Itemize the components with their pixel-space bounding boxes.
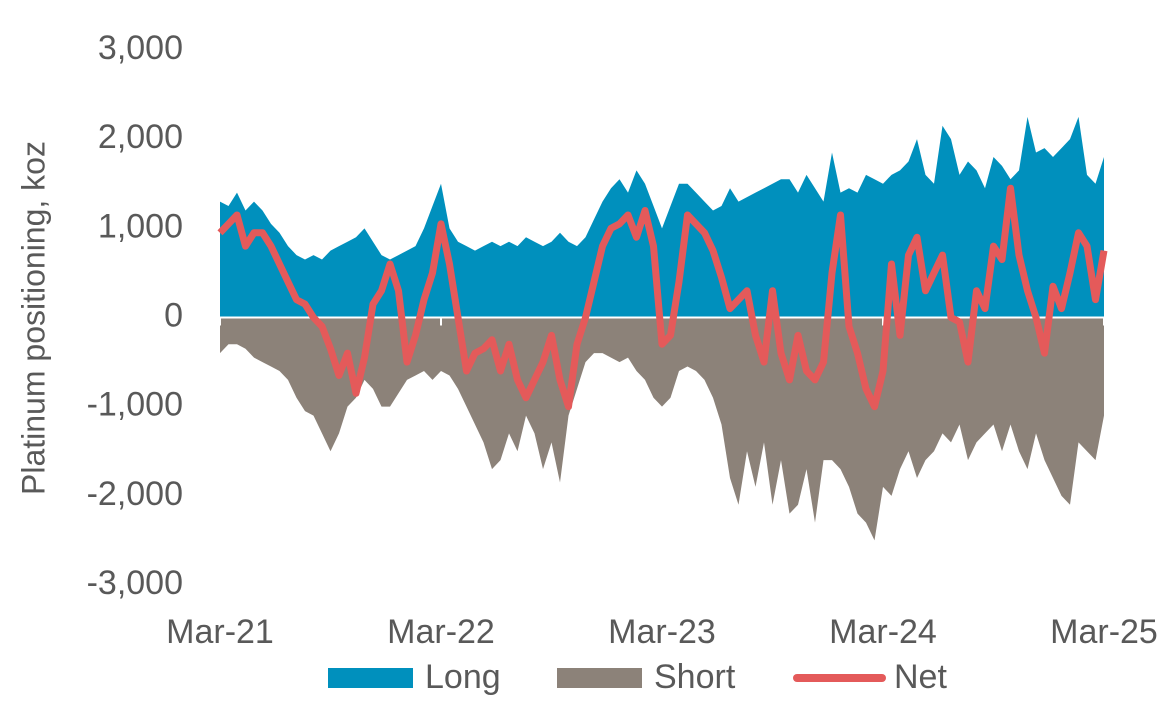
y-tick-label: 0 (164, 296, 183, 334)
y-tick-label: 3,000 (98, 29, 183, 67)
y-axis-label: Platinum positioning, koz (15, 141, 51, 495)
legend-swatch (328, 668, 413, 688)
y-tick-label: -1,000 (87, 386, 183, 424)
legend-swatch (557, 668, 642, 688)
legend-label: Short (654, 658, 736, 696)
x-tick-label: Mar-23 (608, 613, 716, 651)
y-tick-label: 1,000 (98, 207, 183, 245)
x-tick-label: Mar-25 (1050, 613, 1158, 651)
y-tick-label: 2,000 (98, 118, 183, 156)
x-tick-label: Mar-24 (829, 613, 937, 651)
x-tick-label: Mar-22 (387, 613, 495, 651)
y-tick-label: -3,000 (87, 564, 183, 602)
line (217, 184, 1108, 411)
legend-label: Net (894, 658, 947, 696)
x-tick-label: Mar-21 (166, 613, 274, 651)
legend-label: Long (425, 658, 501, 696)
area (220, 116, 1104, 318)
y-tick-label: -2,000 (87, 475, 183, 513)
